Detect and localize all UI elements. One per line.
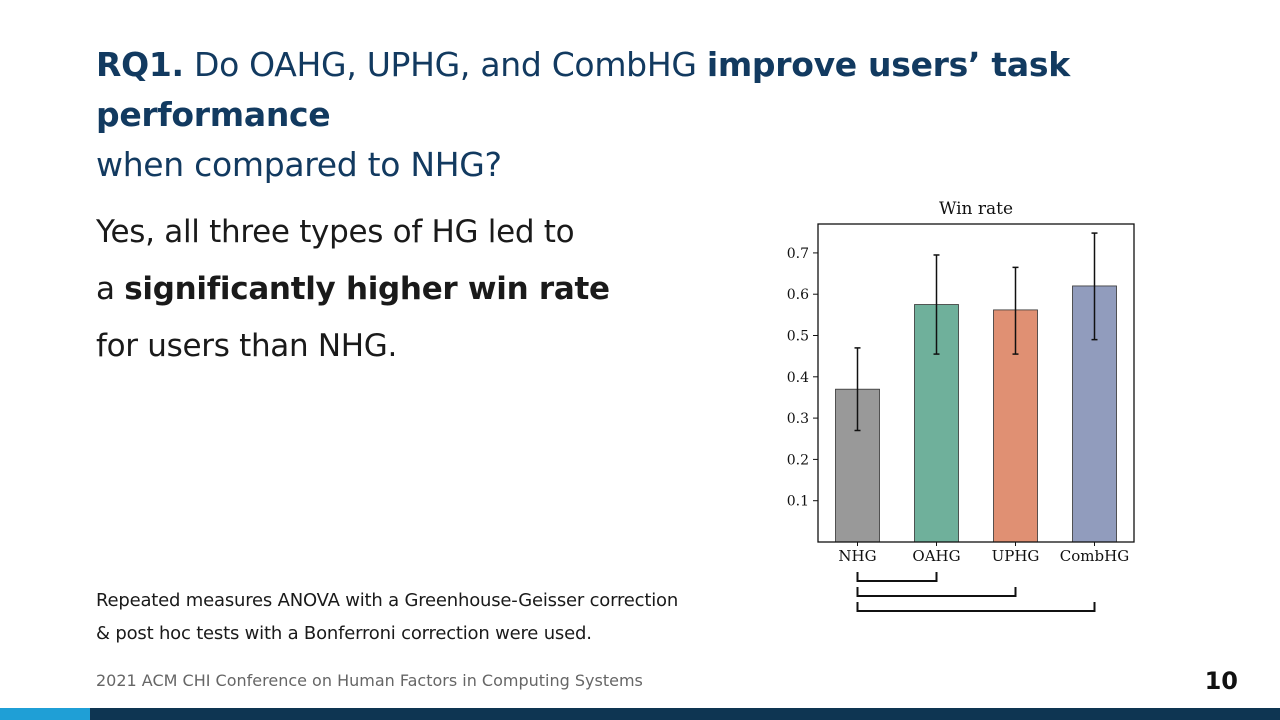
method-note-line-2: & post hoc tests with a Bonferroni corre… [96,623,592,644]
slide-title: RQ1. Do OAHG, UPHG, and CombHG improve u… [96,40,1216,190]
x-tick-label-uphg: UPHG [992,547,1040,565]
x-tick-label-combhg: CombHG [1060,547,1129,565]
title-rq-label: RQ1. [96,45,184,84]
method-note-line-1: Repeated measures ANOVA with a Greenhous… [96,590,679,611]
method-note: Repeated measures ANOVA with a Greenhous… [96,584,736,650]
title-question-emphasis: improve users’ task performance [96,45,1070,134]
significance-bracket-oahg [856,572,938,582]
y-tick-label: 0.6 [787,287,809,303]
bottom-bar-accent [0,708,90,720]
conference-footer: 2021 ACM CHI Conference on Human Factors… [96,671,643,690]
finding-line-2-bold: significantly higher win rate [124,271,610,307]
significance-bracket-combhg [856,602,1096,612]
y-tick-label: 0.7 [787,246,809,262]
finding-line-2-prefix: a [96,271,115,307]
y-tick-label: 0.1 [787,494,809,510]
page-number: 10 [1204,667,1238,695]
title-question-part1: Do OAHG, UPHG, and CombHG [193,45,697,84]
x-tick-label-nhg: NHG [838,547,876,565]
significance-bracket-uphg [856,587,1017,597]
plot-frame [817,223,1135,543]
title-question-part2: when compared to NHG? [96,145,502,184]
y-tick-label: 0.3 [787,411,809,427]
bottom-bar [0,708,1280,720]
x-tick-label-oahg: OAHG [912,547,960,565]
y-tick-label: 0.2 [787,452,809,468]
chart-title: Win rate [939,199,1013,219]
y-tick-label: 0.5 [787,329,809,345]
win-rate-chart: Win rate NHG OAHG UPHG CombHG 0.1 0.2 0.3 0.4 0.5… [787,199,1135,612]
y-tick-label: 0.4 [787,370,809,386]
finding-line-2: a significantly higher win rate [96,261,716,318]
finding-text: Yes, all three types of HG led to a sign… [96,204,716,375]
finding-line-3: for users than NHG. [96,328,398,364]
finding-line-1: Yes, all three types of HG led to [96,214,575,250]
